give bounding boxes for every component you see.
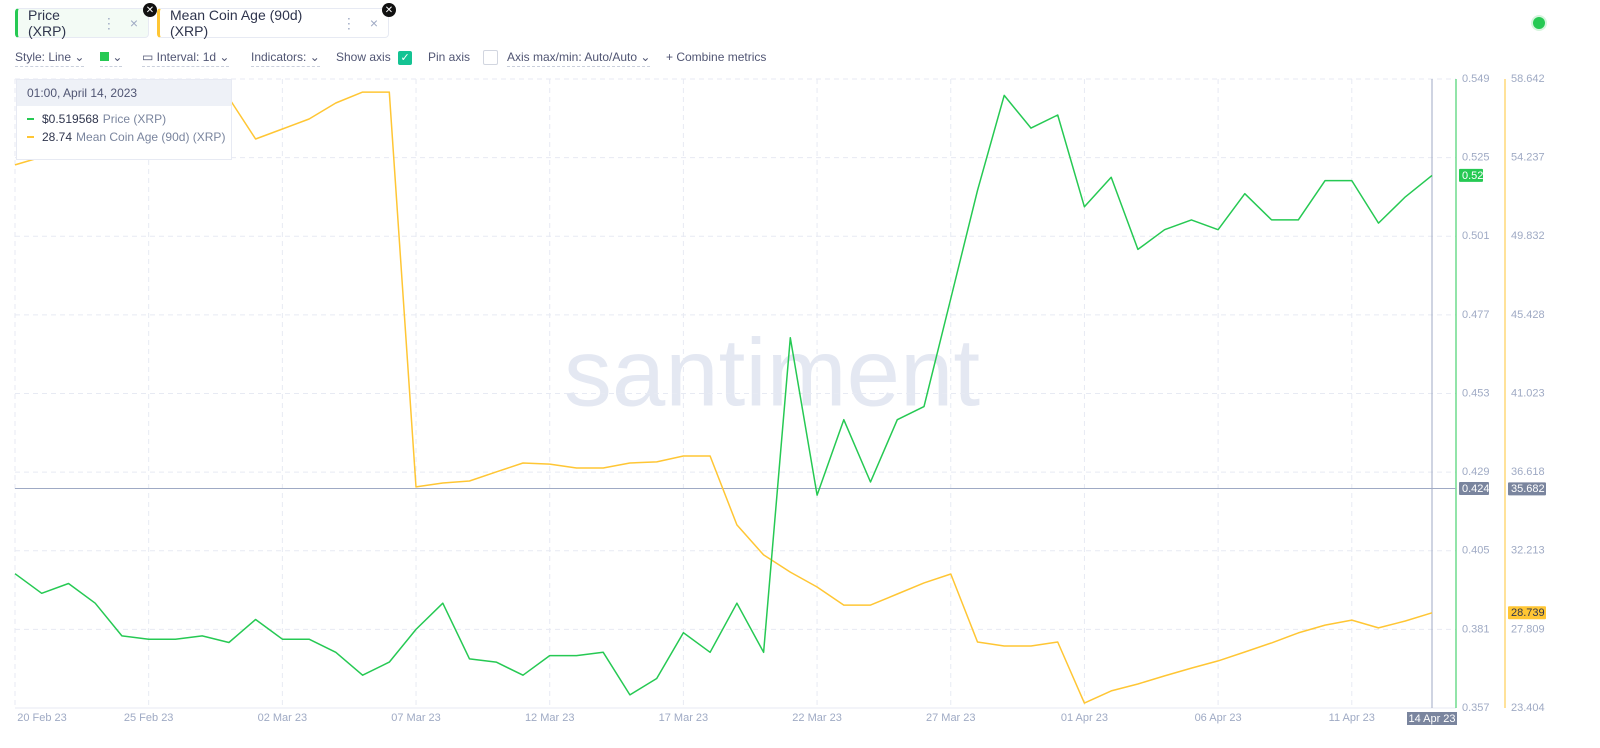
remove-button[interactable]: ✕ bbox=[382, 3, 396, 17]
y2-tick-label: 41.023 bbox=[1511, 387, 1545, 399]
indicators-select[interactable]: Indicators: ⌄ bbox=[251, 50, 320, 67]
tooltip-value: 28.74 bbox=[42, 130, 73, 144]
last-value-label-bg bbox=[1459, 168, 1483, 182]
x-tick-label: 22 Mar 23 bbox=[792, 712, 842, 724]
x-tick-label: 17 Mar 23 bbox=[659, 712, 709, 724]
y-tick-label: 0.501 bbox=[1462, 230, 1490, 242]
crosshair-y2-label: 35.682 bbox=[1511, 483, 1545, 495]
y-tick-label: 0.357 bbox=[1462, 702, 1490, 714]
y2-tick-label: 49.832 bbox=[1511, 230, 1545, 242]
y-tick-label: 0.453 bbox=[1462, 387, 1490, 399]
x-tick-label: 01 Apr 23 bbox=[1061, 712, 1108, 724]
x-tick-label: 11 Apr 23 bbox=[1329, 712, 1375, 724]
crosshair-x-label: 14 Apr 23 bbox=[1408, 713, 1455, 725]
y-tick-label: 0.381 bbox=[1462, 623, 1490, 635]
show-axis-label: Show axis bbox=[336, 50, 391, 64]
y-tick-label: 0.405 bbox=[1462, 545, 1490, 557]
close-icon[interactable]: × bbox=[129, 15, 138, 31]
x-tick-label: 07 Mar 23 bbox=[391, 712, 441, 724]
remove-button[interactable]: ✕ bbox=[143, 3, 157, 17]
menu-icon[interactable]: ⋮ bbox=[341, 14, 356, 31]
tab-label: Price (XRP) bbox=[28, 7, 67, 39]
tooltip-time: 01:00, April 14, 2023 bbox=[17, 80, 231, 106]
x-tick-label: 20 Feb 23 bbox=[17, 712, 67, 724]
x-tick-label: 27 Mar 23 bbox=[926, 712, 976, 724]
tooltip-row: $0.519568 Price (XRP) bbox=[17, 112, 231, 126]
crosshair-y-label-bg bbox=[1459, 482, 1489, 496]
interval-select[interactable]: ▭ Interval: 1d ⌄ bbox=[142, 50, 230, 67]
y2-tick-label: 23.404 bbox=[1511, 702, 1545, 714]
tooltip-metric: Price (XRP) bbox=[102, 112, 167, 126]
menu-icon[interactable]: ⋮ bbox=[101, 14, 116, 31]
metric-tab[interactable]: Mean Coin Age (90d) (XRP) ⋮ × ✕ bbox=[157, 3, 396, 39]
series-line bbox=[14, 91, 1433, 704]
series-line bbox=[14, 94, 1433, 696]
crosshair-y2-label-bg bbox=[1508, 482, 1546, 496]
tab-label: Mean Coin Age (90d) (XRP) bbox=[170, 7, 303, 39]
pin-axis-label: Pin axis bbox=[428, 50, 471, 64]
style-select[interactable]: Style: Line ⌄ bbox=[15, 50, 85, 67]
watermark: santiment bbox=[564, 319, 980, 426]
axis-range-select[interactable]: Axis max/min: Auto/Auto ⌄ bbox=[507, 50, 651, 67]
color-select[interactable]: ⌄ bbox=[100, 50, 123, 67]
last-value-label-bg bbox=[1508, 606, 1546, 620]
last-value-label: 28.739 bbox=[1511, 607, 1545, 619]
x-tick-label: 06 Apr 23 bbox=[1195, 712, 1242, 724]
style-label: Style: Line bbox=[15, 50, 72, 64]
interval-label: Interval: 1d bbox=[156, 50, 217, 64]
x-tick-label: 12 Mar 23 bbox=[525, 712, 575, 724]
tooltip-metric: Mean Coin Age (90d) (XRP) bbox=[76, 130, 226, 144]
axis-range-label: Axis max/min: Auto/Auto bbox=[507, 50, 638, 64]
pin-axis-toggle[interactable]: Pin axis bbox=[428, 50, 499, 67]
crosshair-x-label-bg bbox=[1407, 712, 1457, 725]
close-icon[interactable]: × bbox=[369, 15, 378, 31]
tooltip-value: $0.519568 bbox=[42, 112, 99, 126]
show-axis-toggle[interactable]: Show axis ✓ bbox=[336, 50, 413, 67]
metric-tab[interactable]: Price (XRP) ⋮ × ✕ bbox=[15, 3, 157, 39]
y2-tick-label: 27.809 bbox=[1511, 623, 1545, 635]
y2-tick-label: 58.642 bbox=[1511, 73, 1545, 85]
x-tick-label: 25 Feb 23 bbox=[124, 712, 174, 724]
tooltip-row: 28.74 Mean Coin Age (90d) (XRP) bbox=[17, 130, 231, 144]
tooltip: 01:00, April 14, 2023 $0.519568 Price (XR… bbox=[16, 79, 232, 160]
y2-tick-label: 54.237 bbox=[1511, 152, 1545, 164]
last-value-label: 0.52 bbox=[1462, 170, 1483, 182]
status-dot bbox=[1533, 17, 1545, 29]
y-tick-label: 0.549 bbox=[1462, 73, 1490, 85]
indicators-label: Indicators: bbox=[251, 50, 307, 64]
crosshair-y-label: 0.424 bbox=[1462, 483, 1490, 495]
combine-label: Combine metrics bbox=[676, 50, 767, 64]
y2-tick-label: 45.428 bbox=[1511, 309, 1545, 321]
y2-tick-label: 32.213 bbox=[1511, 545, 1545, 557]
combine-button[interactable]: + Combine metrics bbox=[666, 50, 767, 64]
y-tick-label: 0.477 bbox=[1462, 309, 1490, 321]
y-tick-label: 0.429 bbox=[1462, 466, 1490, 478]
x-tick-label: 02 Mar 23 bbox=[258, 712, 308, 724]
y-tick-label: 0.525 bbox=[1462, 152, 1490, 164]
y2-tick-label: 36.618 bbox=[1511, 466, 1545, 478]
